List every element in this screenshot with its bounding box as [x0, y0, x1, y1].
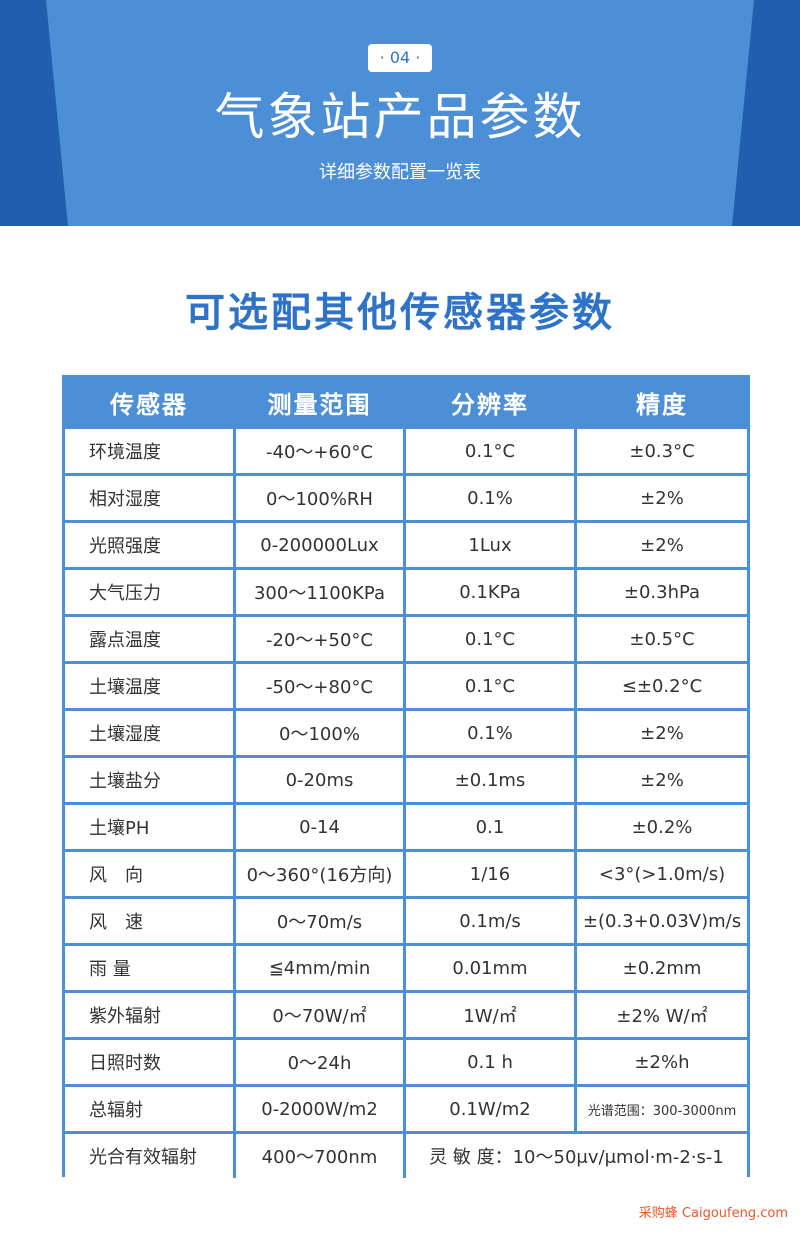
- cell-range: 0-20ms: [236, 755, 406, 802]
- cell-resolution: 0.1 h: [406, 1037, 577, 1084]
- cell-accuracy: ±0.3hPa: [577, 567, 747, 614]
- cell-sensor: 环境温度: [65, 426, 236, 473]
- cell-accuracy: ±2%: [577, 708, 747, 755]
- cell-range: -40～+60°C: [236, 426, 406, 473]
- page-title: 气象站产品参数: [214, 88, 586, 146]
- cell-range: 0-200000Lux: [236, 520, 406, 567]
- cell-resolution: 0.1%: [406, 473, 577, 520]
- banner-decoration: [0, 0, 800, 226]
- table-row: 露点温度 -20～+50°C 0.1°C ±0.5°C: [65, 614, 747, 661]
- cell-resolution: 1W/㎡: [406, 990, 577, 1037]
- section-title: 可选配其他传感器参数: [185, 290, 615, 336]
- column-header-resolution: 分辨率: [406, 378, 577, 426]
- section-number-badge: · 04 ·: [368, 44, 432, 72]
- cell-accuracy: ±2%: [577, 473, 747, 520]
- table-body: 环境温度 -40～+60°C 0.1°C ±0.3°C 相对湿度 0～100%RH 0.1%…: [65, 426, 747, 1178]
- table-row: 风 速 0～70m/s 0.1m/s ±(0.3+0.03V)m/s: [65, 896, 747, 943]
- cell-sensitivity: 灵 敏 度：10～50μv/μmol·m-2·s-1: [406, 1131, 747, 1178]
- cell-resolution: 0.1°C: [406, 614, 577, 661]
- cell-range: 0-2000W/m2: [236, 1084, 406, 1131]
- table-row: 光照强度 0-200000Lux 1Lux ±2%: [65, 520, 747, 567]
- sensor-parameter-table: 传感器 测量范围 分辨率 精度 环境温度 -40～+60°C 0.1°C ±0.3°C…: [62, 375, 750, 1178]
- cell-sensor: 紫外辐射: [65, 990, 236, 1037]
- cell-sensor: 土壤盐分: [65, 755, 236, 802]
- cell-accuracy: ±(0.3+0.03V)m/s: [577, 896, 747, 943]
- cell-range: ≦4mm/min: [236, 943, 406, 990]
- cell-resolution: 0.1: [406, 802, 577, 849]
- table-row: 雨 量 ≦4mm/min 0.01mm ±0.2mm: [65, 943, 747, 990]
- cell-accuracy: ±2%: [577, 755, 747, 802]
- table-row: 环境温度 -40～+60°C 0.1°C ±0.3°C: [65, 426, 747, 473]
- cell-sensor: 土壤温度: [65, 661, 236, 708]
- cell-sensor: 风 速: [65, 896, 236, 943]
- cell-sensor: 光照强度: [65, 520, 236, 567]
- table-row: 大气压力 300～1100KPa 0.1KPa ±0.3hPa: [65, 567, 747, 614]
- cell-range: 0～100%RH: [236, 473, 406, 520]
- cell-sensor: 雨 量: [65, 943, 236, 990]
- cell-accuracy: 光谱范围：300-3000nm: [577, 1084, 747, 1131]
- cell-range: 0～360°(16方向): [236, 849, 406, 896]
- table-row: 光合有效辐射 400～700nm 灵 敏 度：10～50μv/μmol·m-2·…: [65, 1131, 747, 1178]
- cell-accuracy: ±2%: [577, 520, 747, 567]
- cell-resolution: 0.1KPa: [406, 567, 577, 614]
- cell-sensor: 露点温度: [65, 614, 236, 661]
- table-row: 土壤PH 0-14 0.1 ±0.2%: [65, 802, 747, 849]
- cell-resolution: 0.1W/m2: [406, 1084, 577, 1131]
- site-watermark: 采购蜂 Caigoufeng.com: [638, 1206, 788, 1221]
- cell-range: -50～+80°C: [236, 661, 406, 708]
- cell-sensor: 大气压力: [65, 567, 236, 614]
- column-header-sensor: 传感器: [65, 378, 236, 426]
- cell-accuracy: ±2% W/㎡: [577, 990, 747, 1037]
- cell-accuracy: ±2%h: [577, 1037, 747, 1084]
- column-header-range: 测量范围: [236, 378, 406, 426]
- cell-range: 0～70W/㎡: [236, 990, 406, 1037]
- cell-resolution: 0.1m/s: [406, 896, 577, 943]
- cell-resolution: 0.1%: [406, 708, 577, 755]
- cell-range: -20～+50°C: [236, 614, 406, 661]
- parameter-table: 传感器 测量范围 分辨率 精度 环境温度 -40～+60°C 0.1°C ±0.3°C…: [65, 378, 747, 1178]
- table-row: 土壤湿度 0～100% 0.1% ±2%: [65, 708, 747, 755]
- table-row: 日照时数 0～24h 0.1 h ±2%h: [65, 1037, 747, 1084]
- cell-range: 0～70m/s: [236, 896, 406, 943]
- cell-sensor: 相对湿度: [65, 473, 236, 520]
- cell-sensor: 光合有效辐射: [65, 1131, 236, 1178]
- cell-resolution: ±0.1ms: [406, 755, 577, 802]
- cell-resolution: 0.1°C: [406, 661, 577, 708]
- cell-resolution: 0.01mm: [406, 943, 577, 990]
- cell-accuracy: ±0.3°C: [577, 426, 747, 473]
- cell-accuracy: ≤±0.2°C: [577, 661, 747, 708]
- cell-range: 0～24h: [236, 1037, 406, 1084]
- page-subtitle: 详细参数配置一览表: [319, 162, 481, 183]
- cell-accuracy: ±0.2mm: [577, 943, 747, 990]
- cell-sensor: 土壤湿度: [65, 708, 236, 755]
- table-row: 相对湿度 0～100%RH 0.1% ±2%: [65, 473, 747, 520]
- table-header-row: 传感器 测量范围 分辨率 精度: [65, 378, 747, 426]
- table-row: 土壤温度 -50～+80°C 0.1°C ≤±0.2°C: [65, 661, 747, 708]
- cell-range: 300～1100KPa: [236, 567, 406, 614]
- column-header-accuracy: 精度: [636, 390, 688, 419]
- cell-resolution: 1Lux: [406, 520, 577, 567]
- cell-accuracy: ±0.2%: [577, 802, 747, 849]
- table-row: 总辐射 0-2000W/m2 0.1W/m2 光谱范围：300-3000nm: [65, 1084, 747, 1131]
- right-stripe: [732, 0, 800, 226]
- cell-range: 0-14: [236, 802, 406, 849]
- cell-sensor: 日照时数: [65, 1037, 236, 1084]
- left-stripe: [0, 0, 68, 226]
- table-row: 紫外辐射 0～70W/㎡ 1W/㎡ ±2% W/㎡: [65, 990, 747, 1037]
- cell-sensor: 土壤PH: [65, 802, 236, 849]
- cell-resolution: 0.1°C: [406, 426, 577, 473]
- cell-accuracy: ±0.5°C: [577, 614, 747, 661]
- cell-resolution: 1/16: [406, 849, 577, 896]
- cell-sensor: 总辐射: [65, 1084, 236, 1131]
- cell-sensor: 风 向: [65, 849, 236, 896]
- header-banner: · 04 · 气象站产品参数 详细参数配置一览表: [0, 0, 800, 226]
- cell-accuracy: <3°(>1.0m/s): [577, 849, 747, 896]
- cell-range: 400～700nm: [236, 1131, 406, 1178]
- cell-range: 0～100%: [236, 708, 406, 755]
- table-row: 风 向 0～360°(16方向) 1/16 <3°(>1.0m/s): [65, 849, 747, 896]
- table-row: 土壤盐分 0-20ms ±0.1ms ±2%: [65, 755, 747, 802]
